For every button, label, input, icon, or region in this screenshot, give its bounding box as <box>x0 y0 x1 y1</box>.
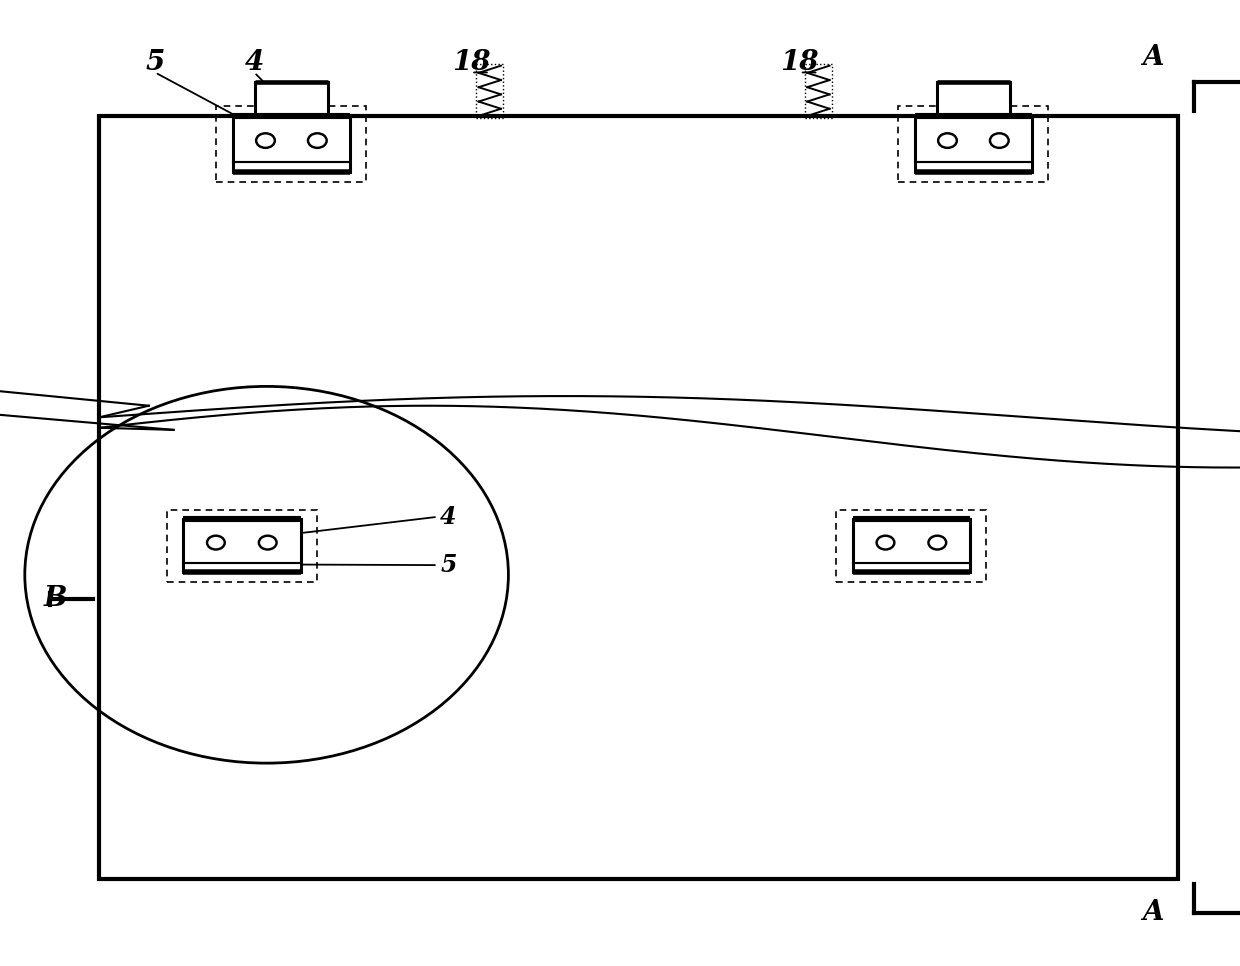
Bar <box>99 116 1178 879</box>
Text: A: A <box>1142 899 1164 926</box>
Circle shape <box>990 133 1008 148</box>
Text: 4: 4 <box>244 49 264 76</box>
Bar <box>255 82 327 116</box>
Circle shape <box>259 536 277 550</box>
Circle shape <box>877 536 894 550</box>
Text: A: A <box>1142 44 1164 71</box>
Bar <box>853 520 970 572</box>
Text: 5: 5 <box>440 554 456 577</box>
Text: B: B <box>45 585 67 612</box>
Circle shape <box>257 133 275 148</box>
Circle shape <box>929 536 946 550</box>
Bar <box>836 510 987 582</box>
Bar <box>805 64 832 118</box>
Circle shape <box>207 536 224 550</box>
Bar <box>233 116 350 172</box>
Text: 18: 18 <box>451 49 491 76</box>
Text: 4: 4 <box>440 505 456 528</box>
Bar <box>216 106 367 182</box>
Bar <box>184 520 301 572</box>
Bar <box>937 82 1009 116</box>
Bar <box>915 116 1032 172</box>
Text: 18: 18 <box>780 49 820 76</box>
Text: 5: 5 <box>145 49 165 76</box>
Bar <box>476 64 503 118</box>
Circle shape <box>308 133 326 148</box>
Bar <box>898 106 1049 182</box>
Bar <box>166 510 317 582</box>
Circle shape <box>939 133 957 148</box>
